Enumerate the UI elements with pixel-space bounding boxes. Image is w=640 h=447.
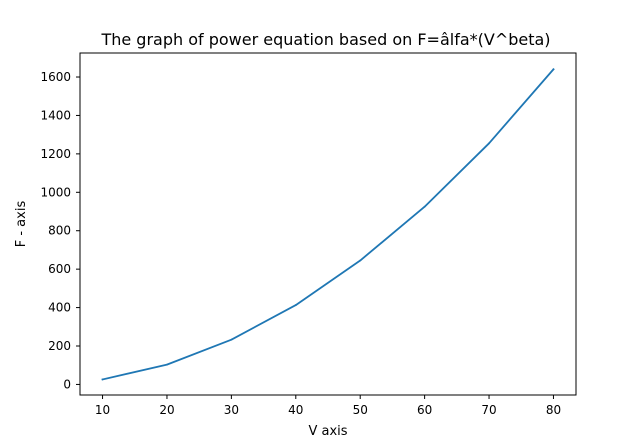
data-point [423,205,426,208]
x-tick-label: 50 [353,403,368,417]
y-tick-label: 1200 [40,147,71,161]
x-axis-label: V axis [308,424,347,439]
y-tick-label: 200 [48,339,71,353]
data-point [166,363,168,366]
y-axis: 0 200 400 600 800 1000 1200 1400 1600 [40,70,80,391]
data-point [294,304,297,306]
y-tick-label: 1000 [40,185,71,199]
y-tick-label: 400 [48,301,71,315]
x-tick-label: 80 [546,403,561,417]
data-point [488,142,490,145]
y-tick-label: 0 [63,377,71,391]
x-tick-label: 40 [288,403,303,417]
chart-title: The graph of power equation based on F=â… [100,30,550,49]
series-layer [101,68,555,381]
plot-frame [79,52,577,396]
y-axis-label: F - axis [14,201,29,248]
y-tick-label: 800 [48,224,71,238]
data-point [552,68,555,71]
data-point [101,378,104,381]
x-tick-label: 70 [481,403,496,417]
x-tick-label: 20 [159,403,174,417]
data-point [359,259,362,262]
x-axis: 10 20 30 40 50 60 70 80 [95,395,561,417]
y-tick-label: 600 [48,262,71,276]
y-tick-label: 1600 [40,70,71,84]
x-tick-label: 10 [95,403,110,417]
y-tick-label: 1400 [40,108,71,122]
x-tick-label: 60 [417,403,432,417]
x-tick-label: 30 [224,403,239,417]
series-line [101,68,555,381]
data-point [230,338,233,341]
